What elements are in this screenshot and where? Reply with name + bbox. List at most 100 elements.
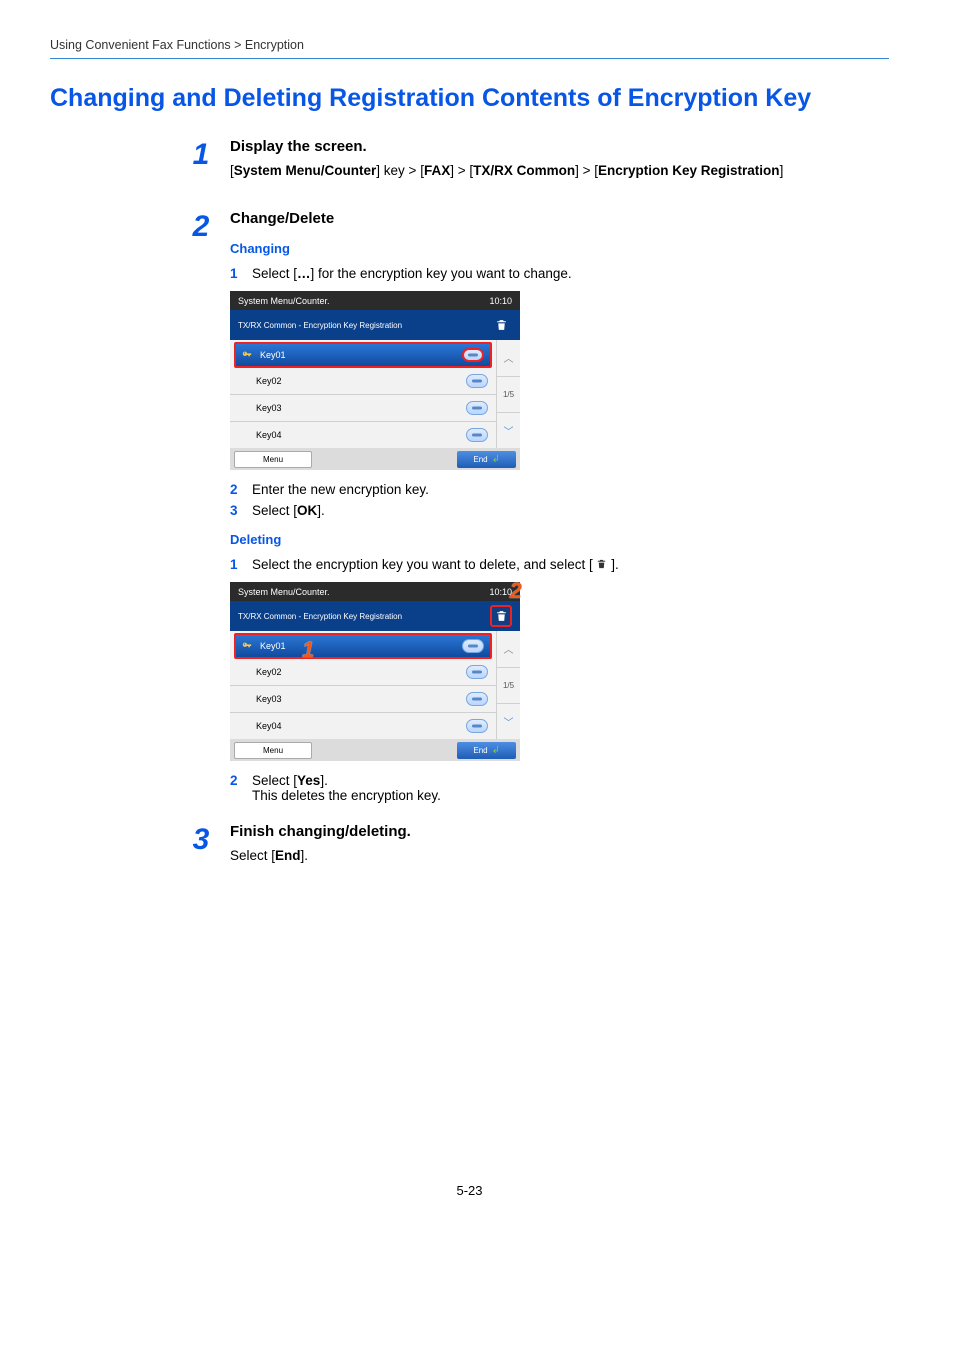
sep: ] > [ (450, 163, 473, 178)
step-3-line: Select [End]. (230, 848, 889, 863)
line-number: 3 (230, 503, 242, 518)
subhead-changing: Changing (230, 241, 889, 256)
step-1: 1 Display the screen. [System Menu/Count… (190, 138, 889, 196)
t: This deletes the encryption key. (252, 788, 441, 803)
line-text: Select [OK]. (252, 503, 325, 518)
panel-sub-title: TX/RX Common - Encryption Key Registrati… (238, 321, 402, 330)
key-icon (242, 641, 252, 651)
panel-time: 10:10 (489, 296, 512, 306)
key-label: Key01 (260, 350, 454, 360)
edit-pill[interactable] (466, 374, 488, 388)
scroll-side: ︿ 1/5 ﹀ (496, 631, 520, 739)
scroll-up[interactable]: ︿ (497, 340, 520, 376)
step-number-1: 1 (190, 138, 212, 196)
key-row[interactable]: Key02 (230, 659, 496, 686)
line-number: 2 (230, 773, 242, 803)
scroll-side: ︿ 1/5 ﹀ (496, 340, 520, 448)
step-3: 3 Finish changing/deleting. Select [End]… (190, 823, 889, 863)
line-number: 1 (230, 557, 242, 572)
panel-subheader: TX/RX Common - Encryption Key Registrati… (230, 310, 520, 340)
end-label: End (473, 455, 487, 464)
t: Select the encryption key you want to de… (252, 557, 596, 572)
step-number-2: 2 (190, 210, 212, 809)
t: Select [ (230, 848, 275, 863)
key-row-selected[interactable]: Key01 (234, 342, 492, 368)
callout-1: 1 (302, 637, 314, 663)
sep: ] key > [ (376, 163, 424, 178)
panel-sub-title: TX/RX Common - Encryption Key Registrati… (238, 612, 402, 621)
yes-bold: Yes (297, 773, 320, 788)
end-button[interactable]: End↲ (457, 451, 516, 468)
chevron-up-icon: ︿ (504, 641, 514, 656)
line-text: Select [Yes]. This deletes the encryptio… (252, 773, 441, 803)
breadcrumb: Using Convenient Fax Functions > Encrypt… (50, 38, 889, 59)
key-row[interactable]: Key03 (230, 395, 496, 422)
t: Select [ (252, 266, 297, 281)
panel-subheader: TX/RX Common - Encryption Key Registrati… (230, 601, 520, 631)
step-3-body: Finish changing/deleting. Select [End]. (230, 823, 889, 863)
screen-panel-changing: System Menu/Counter. 10:10 TX/RX Common … (230, 291, 520, 470)
t: ]. (317, 503, 325, 518)
panel-header: System Menu/Counter. 10:10 (230, 582, 520, 601)
key-icon (242, 350, 252, 360)
bracket: ] (780, 163, 784, 178)
scroll-down[interactable]: ﹀ (497, 704, 520, 739)
key-row[interactable]: Key04 (230, 713, 496, 739)
key-label: Key02 (256, 667, 458, 677)
end-label: End (473, 746, 487, 755)
step-1-heading: Display the screen. (230, 138, 889, 155)
panel-title: System Menu/Counter. (238, 296, 330, 306)
edit-pill-highlighted[interactable] (462, 348, 484, 362)
path-fax: FAX (424, 163, 450, 178)
key-row-selected[interactable]: Key01 (234, 633, 492, 659)
line-number: 2 (230, 482, 242, 497)
scroll-up[interactable]: ︿ (497, 631, 520, 667)
edit-pill[interactable] (466, 719, 488, 733)
step-1-body: Display the screen. [System Menu/Counter… (230, 138, 889, 196)
line-number: 1 (230, 266, 242, 281)
menu-button[interactable]: Menu (234, 742, 312, 759)
t: ] for the encryption key you want to cha… (311, 266, 572, 281)
panel-footer: Menu End↲ (230, 448, 520, 470)
t: ]. (301, 848, 309, 863)
key-label: Key03 (256, 403, 458, 413)
enter-icon: ↲ (492, 745, 500, 756)
chevron-down-icon: ﹀ (504, 423, 514, 438)
panel-title: System Menu/Counter. (238, 587, 330, 597)
end-button[interactable]: End ↲ (457, 742, 516, 759)
panel-time: 10:10 (489, 587, 512, 597)
edit-pill[interactable] (466, 692, 488, 706)
deleting-line-1: 1 Select the encryption key you want to … (230, 557, 889, 572)
line-text: Select the encryption key you want to de… (252, 557, 619, 572)
panel-footer: Menu End ↲ (230, 739, 520, 761)
trash-icon (596, 558, 607, 570)
key-row[interactable]: Key02 (230, 368, 496, 395)
subhead-deleting: Deleting (230, 532, 889, 547)
menu-button[interactable]: Menu (234, 451, 312, 468)
edit-pill[interactable] (466, 428, 488, 442)
trash-icon[interactable] (490, 314, 512, 336)
line-text: Select […] for the encryption key you wa… (252, 266, 572, 281)
key-label: Key03 (256, 694, 458, 704)
pager: 1/5 (497, 377, 520, 413)
changing-line-3: 3 Select [OK]. (230, 503, 889, 518)
ellipsis-symbol: … (297, 266, 311, 281)
document-page: Using Convenient Fax Functions > Encrypt… (0, 0, 954, 1238)
step-2-heading: Change/Delete (230, 210, 889, 227)
panel-list: Key01 Key02 Key03 (230, 631, 520, 739)
scroll-down[interactable]: ﹀ (497, 413, 520, 448)
ok-bold: OK (297, 503, 317, 518)
edit-pill[interactable] (466, 401, 488, 415)
chevron-down-icon: ﹀ (504, 714, 514, 729)
key-row[interactable]: Key04 (230, 422, 496, 448)
panel-list: Key01 Key02 Key03 (230, 340, 520, 448)
edit-pill[interactable] (466, 665, 488, 679)
changing-line-1: 1 Select […] for the encryption key you … (230, 266, 889, 281)
key-row[interactable]: Key03 (230, 686, 496, 713)
trash-icon-highlighted[interactable] (490, 605, 512, 627)
line-text: Enter the new encryption key. (252, 482, 429, 497)
edit-pill[interactable] (462, 639, 484, 653)
path-encryption: Encryption Key Registration (598, 163, 780, 178)
key-label: Key01 (260, 641, 454, 651)
page-number: 5-23 (50, 1183, 889, 1198)
